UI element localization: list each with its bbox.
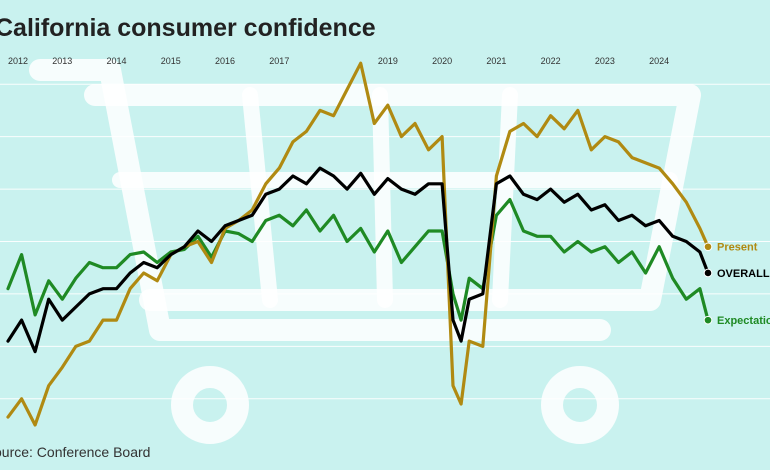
series-line-present — [6, 61, 710, 427]
x-tick-label: 2023 — [595, 56, 615, 66]
x-tick-labels: 2012 2013 2014 2015 2016 2017 2019 2020 2021 2022… — [8, 56, 669, 66]
x-tick-label: 2015 — [161, 56, 181, 66]
x-tick-label: 2019 — [378, 56, 398, 66]
series-end-dot — [703, 242, 713, 252]
series-label-expectations: Expectations — [717, 315, 770, 327]
x-tick-label: 2017 — [269, 56, 289, 66]
shopping-cart-icon — [29, 59, 701, 444]
series-label-overall: OVERALL — [717, 268, 770, 280]
source-note: ource: Conference Board — [0, 444, 151, 460]
series-line-expectations — [6, 198, 710, 322]
x-tick-label: 2022 — [541, 56, 561, 66]
series-end-dot — [703, 268, 713, 278]
series-layer — [6, 61, 713, 427]
chart-title: California consumer confidence — [0, 14, 376, 42]
series-end-dot — [703, 315, 713, 325]
x-tick-label: 2014 — [107, 56, 127, 66]
x-tick-label: 2016 — [215, 56, 235, 66]
background-layer — [29, 59, 701, 444]
grid-layer — [0, 83, 770, 400]
x-tick-label: 2012 — [8, 56, 28, 66]
series-labels: Present OVERALL Expectations — [717, 242, 770, 327]
series-label-present: Present — [717, 242, 758, 254]
x-tick-label: 2020 — [432, 56, 452, 66]
x-tick-label: 2013 — [52, 56, 72, 66]
x-tick-label: 2021 — [486, 56, 506, 66]
series-line-overall — [6, 166, 710, 354]
x-tick-label: 2024 — [649, 56, 669, 66]
